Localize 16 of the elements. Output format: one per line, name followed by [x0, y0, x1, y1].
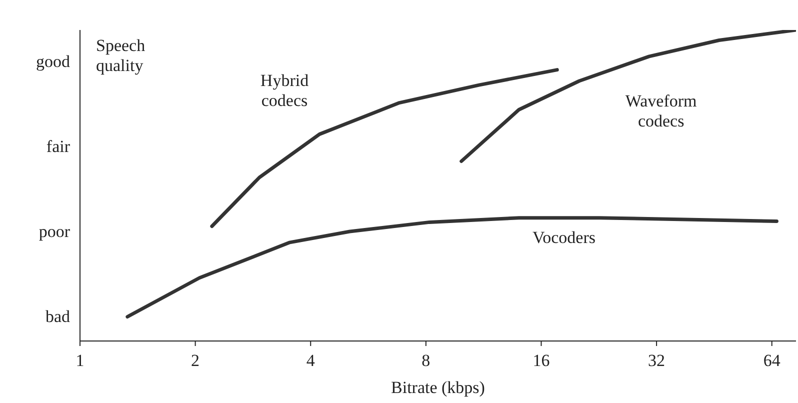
series-label: Vocoders — [532, 228, 596, 247]
x-tick-label: 1 — [76, 351, 84, 370]
category-label: bad — [45, 307, 70, 326]
x-tick-label: 4 — [306, 351, 316, 370]
series-label: Hybrid codecs — [260, 71, 310, 110]
series-label: Waveform codecs — [625, 91, 697, 130]
x-tick-label: 8 — [422, 351, 430, 370]
category-label: good — [36, 52, 70, 71]
category-label: fair — [46, 137, 70, 156]
x-tick-label: 64 — [763, 351, 781, 370]
y-axis-title: Speech quality — [96, 36, 146, 76]
x-axis-title: Bitrate (kbps) — [391, 378, 485, 397]
x-tick-label: 16 — [532, 351, 550, 370]
category-label: poor — [38, 222, 70, 241]
x-tick-label: 32 — [648, 351, 666, 370]
x-tick-label: 2 — [191, 351, 200, 370]
